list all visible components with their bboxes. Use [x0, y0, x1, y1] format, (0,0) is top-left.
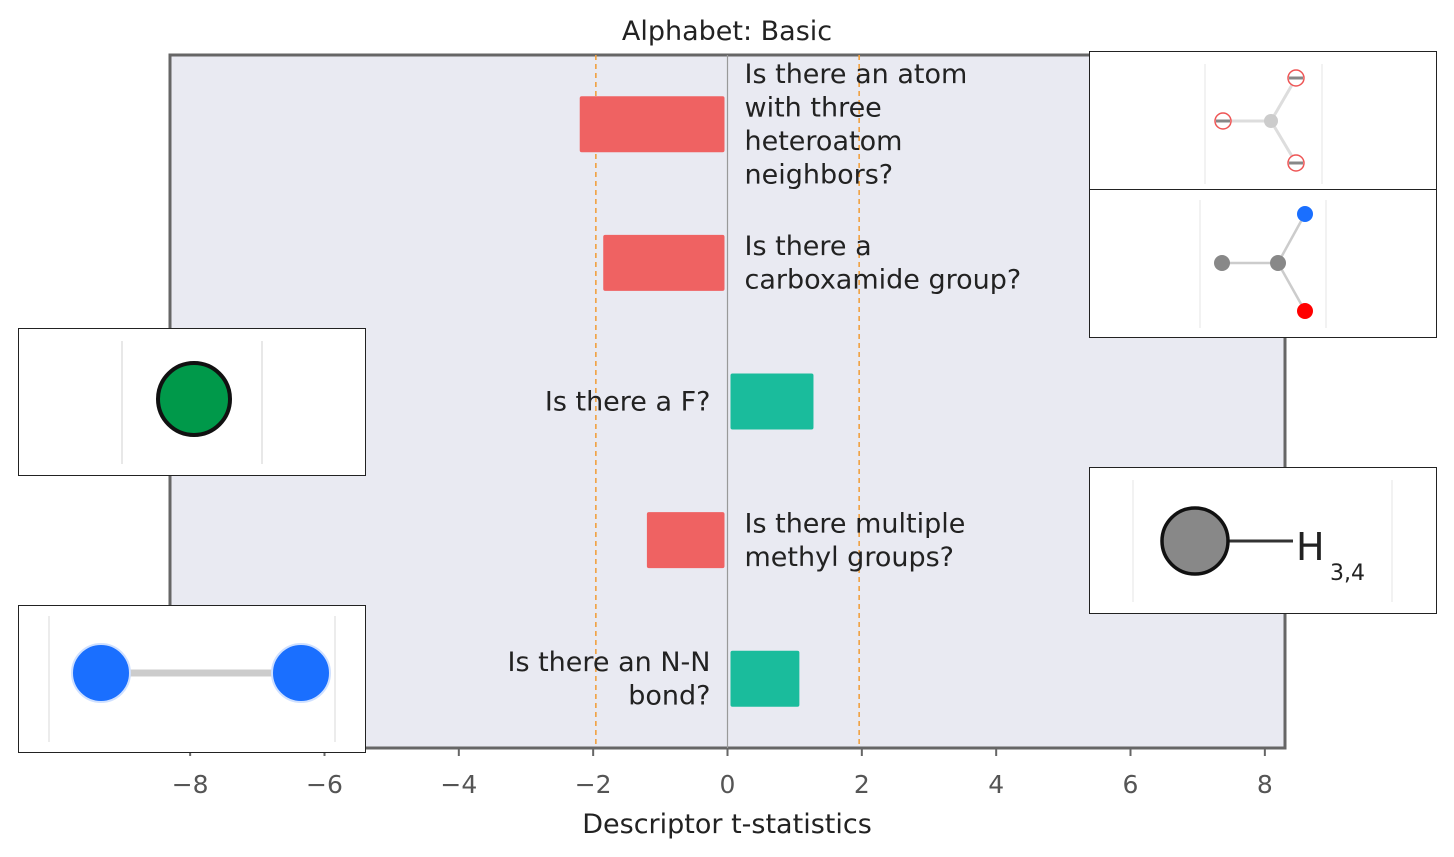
bar-label-0: Is there an atom with three heteroatom neig…: [745, 59, 968, 191]
x-tick-label-1: −6: [306, 770, 343, 799]
carboxamide-molecule-icon: [1199, 200, 1327, 328]
methyl-group-icon: H 3,4: [1132, 480, 1393, 602]
bar-label-2-line-0: Is there a F?: [545, 387, 711, 418]
bar-1: [603, 234, 725, 291]
x-axis-title: Descriptor t-statistics: [582, 809, 872, 840]
bar-label-3-line-0: Is there multiple: [745, 508, 966, 539]
hydrogen-subscript: 3,4: [1330, 561, 1365, 586]
bar-label-1-line-1: carboxamide group?: [745, 265, 1022, 296]
x-tick-label-2: −4: [440, 770, 477, 799]
bars: [579, 96, 814, 707]
bar-0: [579, 96, 725, 153]
bar-label-0-line-2: heteroatom: [745, 126, 903, 157]
x-tick-label-3: −2: [575, 770, 612, 799]
chart-title: Alphabet: Basic: [622, 16, 832, 47]
bar-label-3-line-1: methyl groups?: [745, 542, 955, 573]
inset-n-n-bond: [18, 605, 366, 753]
bar-3: [646, 512, 725, 569]
bar-label-4-line-1: bond?: [628, 680, 710, 711]
x-axis-ticks: −8 −6 −4 −2 0 2 4 6 8: [172, 748, 1273, 799]
bar-label-0-line-0: Is there an atom: [745, 59, 968, 90]
n-n-bond-icon: [48, 616, 336, 742]
x-tick-label-0: −8: [172, 770, 209, 799]
inset-heteroatom-neighbors: [1089, 51, 1437, 191]
bar-label-2: Is there a F?: [545, 387, 711, 418]
bar-labels: Is there an atom with three heteroatom neig…: [507, 59, 1021, 711]
bar-label-4-line-0: Is there an N-N: [507, 647, 710, 678]
x-tick-label-5: 2: [854, 770, 870, 799]
inset-methyl: H 3,4: [1089, 467, 1437, 614]
bar-4: [730, 650, 800, 707]
x-tick-label-8: 8: [1257, 770, 1273, 799]
inset-fluorine: [18, 328, 366, 476]
fluorine-atom-icon: [121, 341, 263, 464]
bar-label-4: Is there an N-N bond?: [507, 647, 710, 712]
bar-label-0-line-1: with three: [745, 93, 882, 124]
hydrogen-label: H: [1296, 525, 1325, 569]
bar-label-3: Is there multiple methyl groups?: [745, 508, 966, 573]
x-tick-label-7: 6: [1123, 770, 1139, 799]
heteroatom-neighbors-molecule-icon: [1204, 64, 1323, 184]
bar-label-1: Is there a carboxamide group?: [745, 231, 1022, 296]
x-tick-label-4: 0: [720, 770, 736, 799]
bar-2: [730, 373, 814, 430]
inset-carboxamide: [1089, 189, 1437, 338]
x-tick-label-6: 4: [988, 770, 1004, 799]
bar-label-0-line-3: neighbors?: [745, 160, 894, 191]
bar-label-1-line-0: Is there a: [745, 231, 872, 262]
threshold-lines: [595, 55, 860, 748]
